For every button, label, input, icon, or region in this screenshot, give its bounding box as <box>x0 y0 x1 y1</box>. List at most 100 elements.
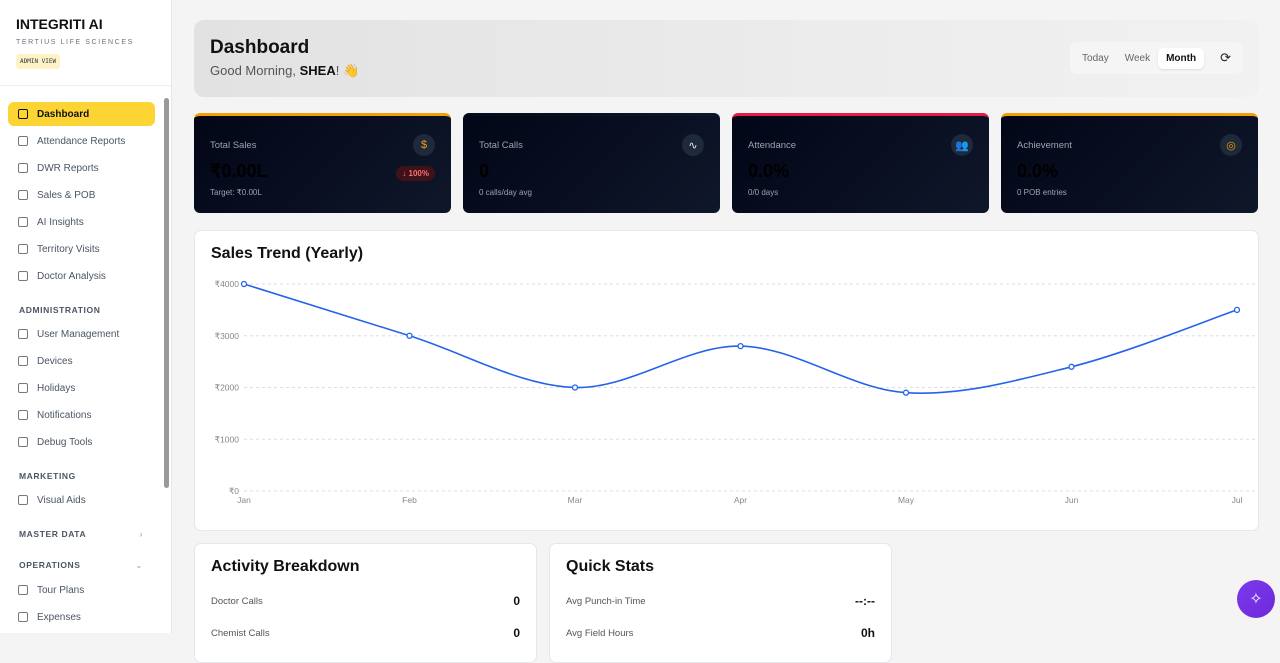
sales-trend-chart: ₹0 ₹1000 ₹2000 ₹3000 ₹4000 Jan Feb Mar Apr May Jun… <box>215 279 1257 505</box>
sidebar-item-dwr-reports[interactable]: DWR Reports <box>8 156 155 180</box>
role-badge: ADMIN VIEW <box>16 54 61 69</box>
kpi-card-total-sales: Total Sales ₹0.00L Target: ₹0.00L $ ↓ 10… <box>194 113 451 213</box>
ai-assistant-button[interactable]: ✧ <box>1237 580 1275 618</box>
data-point[interactable] <box>902 389 910 396</box>
scrollbar-thumb[interactable] <box>164 98 169 488</box>
period-month[interactable]: Month <box>1158 47 1205 69</box>
sidebar-item-doctor-analysis[interactable]: Doctor Analysis <box>8 264 155 288</box>
stat-value: 0 <box>513 626 520 640</box>
sidebar-item-attendance-reports[interactable]: Attendance Reports <box>8 129 155 153</box>
sidebar-nav: Dashboard Attendance Reports DWR Reports Sa… <box>0 86 155 629</box>
x-tick-label: Apr <box>734 495 747 505</box>
data-point[interactable] <box>737 342 744 350</box>
menu-icon <box>18 612 28 622</box>
page-title: Dashboard <box>210 37 310 58</box>
cart-icon <box>18 190 28 200</box>
data-point[interactable] <box>1068 363 1075 370</box>
kpi-footer: 0/0 days <box>748 188 779 197</box>
kpi-label: Attendance <box>748 140 797 151</box>
sidebar-item-label: Devices <box>37 355 73 367</box>
sidebar: INTEGRITI AI TERTIUS LIFE SCIENCES ADMIN… <box>0 0 172 633</box>
kpi-value: 0.0% <box>1017 161 1059 181</box>
sidebar-item-sales-pob[interactable]: Sales & POB <box>8 183 155 207</box>
sidebar-item-label: Territory Visits <box>37 243 100 255</box>
kpi-footer: 0 POB entries <box>1017 188 1067 197</box>
section-operations[interactable]: OPERATIONS ⌄ <box>8 546 155 578</box>
sidebar-item-dashboard[interactable]: Dashboard <box>8 102 155 126</box>
stat-row: Avg Punch-in Time --:-- <box>566 594 875 608</box>
sidebar-item-debug-tools[interactable]: Debug Tools <box>8 430 155 454</box>
chevron-icon: ⌄ <box>135 560 143 570</box>
y-tick-label: ₹2000 <box>215 383 240 393</box>
sidebar-item-label: Expenses <box>37 611 81 623</box>
kpi-cards: Total Sales ₹0.00L Target: ₹0.00L $ ↓ 10… <box>194 113 1259 213</box>
activity-title: Activity Breakdown <box>211 558 360 575</box>
kpi-icon: ∿ <box>682 134 704 156</box>
sidebar-item-user-management[interactable]: User Management <box>8 322 155 346</box>
calendar-icon <box>18 136 28 146</box>
data-point[interactable] <box>1233 306 1241 314</box>
app-title: INTEGRITI AI <box>16 16 103 32</box>
section-title: ADMINISTRATION <box>19 305 101 315</box>
greeting-text: Good Morning, <box>210 63 300 78</box>
sidebar-scrollbar[interactable] <box>163 90 170 633</box>
sidebar-item-label: Sales & POB <box>37 189 96 201</box>
stethoscope-icon <box>18 271 28 281</box>
kpi-icon: 👥 <box>951 134 973 156</box>
data-point[interactable] <box>240 280 248 288</box>
sidebar-item-devices[interactable]: Devices <box>8 349 155 373</box>
sidebar-item-ai-insights[interactable]: AI Insights <box>8 210 155 234</box>
x-tick-label: Mar <box>568 495 583 505</box>
section-administration: ADMINISTRATION <box>8 291 155 322</box>
y-tick-label: ₹4000 <box>215 279 240 289</box>
page-header: Dashboard Good Morning, SHEA! 👋 Today We… <box>194 20 1259 97</box>
sparkles-icon: ✧ <box>1249 591 1263 608</box>
period-today[interactable]: Today <box>1082 52 1109 64</box>
kpi-footer: 0 calls/day avg <box>479 188 532 197</box>
sidebar-item-label: Attendance Reports <box>37 135 126 147</box>
kpi-card-achievement: Achievement 0.0% 0 POB entries ◎ <box>1001 113 1258 213</box>
grid-icon <box>18 109 28 119</box>
kpi-value: 0 <box>479 161 490 181</box>
sidebar-item-notifications[interactable]: Notifications <box>8 403 155 427</box>
stat-row: Avg Field Hours 0h <box>566 626 875 640</box>
stat-row: Chemist Calls 0 <box>211 626 520 640</box>
sidebar-item-label: Dashboard <box>37 108 90 120</box>
trend-badge: ↓ 100% <box>396 166 435 181</box>
section-master[interactable]: MASTER DATA › <box>8 515 155 546</box>
kpi-value: ₹0.00L <box>210 161 268 181</box>
menu-icon <box>18 495 28 505</box>
kpi-label: Achievement <box>1017 140 1072 151</box>
sidebar-item-holidays[interactable]: Holidays <box>8 376 155 400</box>
menu-icon <box>18 383 28 393</box>
kpi-footer: Target: ₹0.00L <box>210 188 262 197</box>
stat-label: Doctor Calls <box>211 595 263 607</box>
menu-icon <box>18 329 28 339</box>
greeting-suffix: ! 👋 <box>335 63 360 78</box>
refresh-icon[interactable]: ⟳ <box>1220 50 1231 65</box>
sidebar-item-label: Tour Plans <box>37 584 85 596</box>
user-name: SHEA <box>299 63 336 78</box>
sidebar-item-visual-aids[interactable]: Visual Aids <box>8 488 155 512</box>
section-title: MASTER DATA <box>19 529 87 539</box>
sales-trend-card: Sales Trend (Yearly) ₹0 ₹1000 ₹2000 ₹3000 ₹4… <box>194 230 1259 531</box>
kpi-value: 0.0% <box>748 161 790 181</box>
sidebar-item-label: Debug Tools <box>37 436 93 448</box>
section-marketing: MARKETING <box>8 457 155 488</box>
stat-label: Avg Punch-in Time <box>566 595 646 607</box>
x-tick-label: Jun <box>1065 495 1079 505</box>
menu-icon <box>18 585 28 595</box>
sidebar-item-expenses[interactable]: Expenses <box>8 605 155 629</box>
period-selector: Today Week Month ⟳ <box>1070 42 1243 74</box>
sidebar-item-tour-plans[interactable]: Tour Plans <box>8 578 155 602</box>
trending-icon <box>18 217 28 227</box>
menu-icon <box>18 356 28 366</box>
data-point[interactable] <box>571 384 579 391</box>
chevron-icon: › <box>139 529 143 539</box>
period-week[interactable]: Week <box>1124 52 1151 64</box>
sidebar-item-label: Visual Aids <box>37 494 86 506</box>
stat-value: --:-- <box>855 594 875 608</box>
sidebar-item-territory-visits[interactable]: Territory Visits <box>8 237 155 261</box>
data-point[interactable] <box>406 332 413 339</box>
section-title: MARKETING <box>19 471 76 481</box>
